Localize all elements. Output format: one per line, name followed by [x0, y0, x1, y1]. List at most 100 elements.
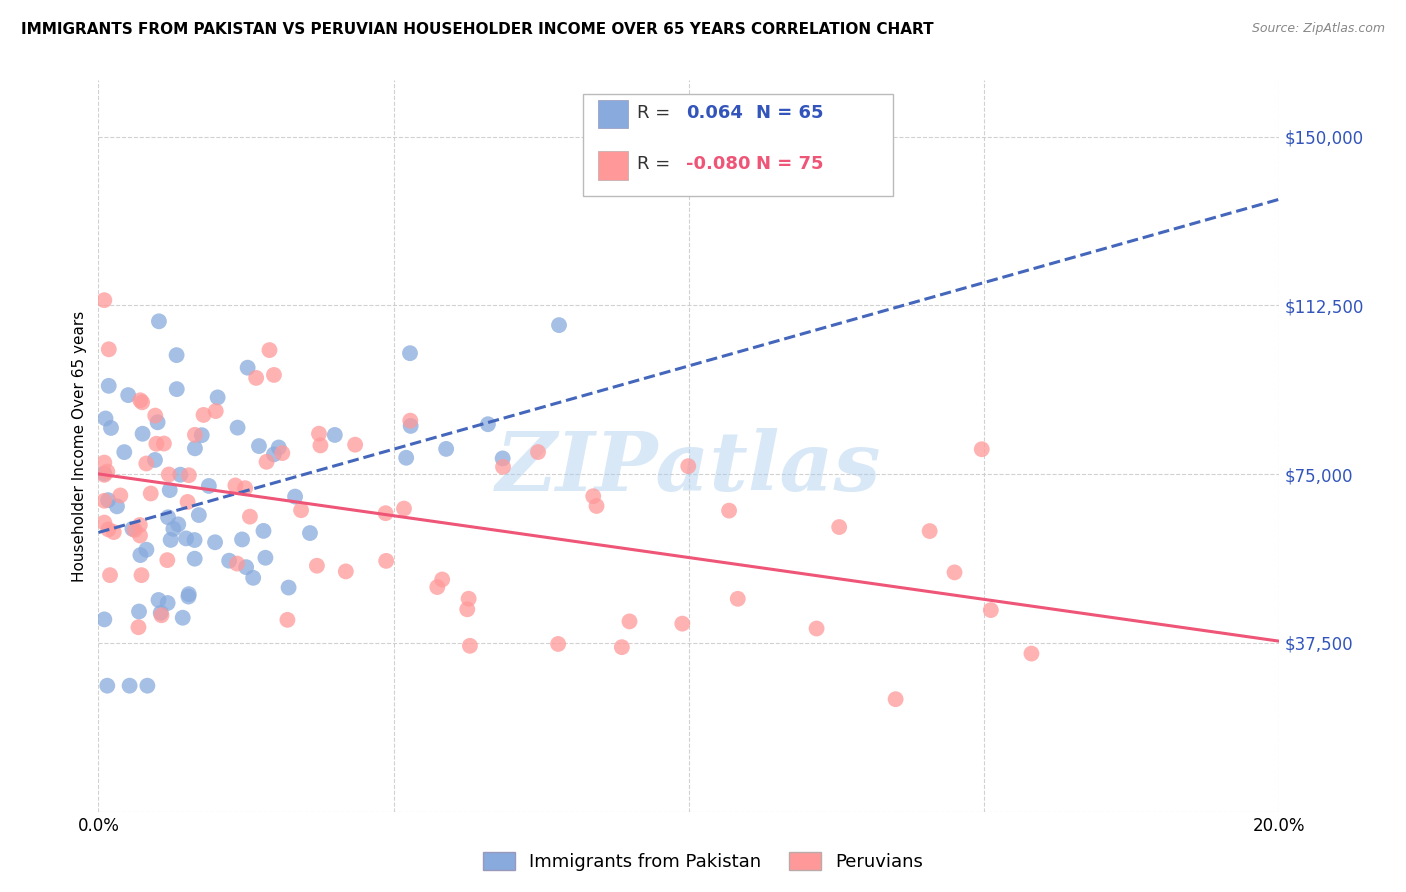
Point — [308, 426, 330, 441]
Point — [1021, 647, 1043, 661]
Point — [242, 571, 264, 585]
Point — [166, 348, 188, 362]
Point — [121, 522, 143, 536]
Point — [118, 679, 141, 693]
Point — [128, 605, 150, 619]
Point — [828, 520, 851, 534]
Text: Source: ZipAtlas.com: Source: ZipAtlas.com — [1251, 22, 1385, 36]
Point — [218, 554, 240, 568]
Point — [93, 293, 115, 308]
Point — [159, 483, 181, 497]
Point — [309, 438, 332, 452]
Point — [233, 481, 256, 495]
Point — [177, 590, 200, 604]
Point — [263, 368, 285, 382]
Point — [224, 478, 246, 492]
Point — [254, 550, 277, 565]
Point — [392, 501, 415, 516]
Point — [172, 611, 194, 625]
Point — [97, 379, 120, 393]
Point — [457, 591, 479, 606]
Point — [187, 508, 209, 522]
Point — [239, 509, 262, 524]
Point — [547, 637, 569, 651]
Point — [184, 427, 207, 442]
Point — [93, 612, 115, 626]
Point — [432, 573, 454, 587]
Point — [426, 580, 449, 594]
Point — [156, 596, 179, 610]
Point — [276, 613, 298, 627]
Point — [124, 523, 146, 537]
Point — [129, 528, 152, 542]
Point — [548, 318, 571, 332]
Point — [166, 382, 188, 396]
Point — [245, 371, 267, 385]
Point — [148, 314, 170, 328]
Point — [256, 455, 278, 469]
Text: N = 65: N = 65 — [756, 104, 824, 122]
Point — [718, 503, 741, 517]
Point — [112, 445, 135, 459]
Point — [174, 532, 197, 546]
Point — [335, 565, 357, 579]
Point — [375, 554, 398, 568]
Point — [298, 526, 321, 541]
Point — [678, 459, 700, 474]
Point — [585, 499, 607, 513]
Text: 0.064: 0.064 — [686, 104, 742, 122]
Point — [399, 414, 422, 428]
Point — [96, 679, 118, 693]
Point — [149, 606, 172, 620]
Point — [110, 488, 132, 502]
Point — [458, 639, 481, 653]
Legend: Immigrants from Pakistan, Peruvians: Immigrants from Pakistan, Peruvians — [475, 845, 931, 879]
Text: R =: R = — [637, 104, 676, 122]
Point — [184, 442, 207, 456]
Point — [252, 524, 274, 538]
Text: N = 75: N = 75 — [756, 155, 824, 173]
Point — [399, 346, 422, 360]
Point — [305, 558, 328, 573]
Point — [492, 459, 515, 474]
Point — [492, 451, 515, 466]
Point — [129, 393, 152, 408]
Point — [231, 533, 253, 547]
Point — [176, 495, 198, 509]
Point — [139, 486, 162, 500]
Point — [169, 467, 191, 482]
Point — [374, 506, 396, 520]
Point — [263, 447, 285, 461]
Point — [105, 500, 128, 514]
Point — [271, 446, 294, 460]
Point — [162, 522, 184, 536]
Point — [399, 418, 422, 433]
Point — [136, 679, 159, 693]
Point — [183, 551, 205, 566]
Point — [259, 343, 281, 357]
Point — [150, 608, 173, 623]
Text: R =: R = — [637, 155, 676, 173]
Point — [131, 568, 153, 582]
Point — [93, 456, 115, 470]
Point — [226, 420, 249, 434]
Point — [434, 442, 457, 456]
Point — [582, 489, 605, 503]
Point — [323, 428, 346, 442]
Point — [157, 510, 180, 524]
Point — [100, 421, 122, 435]
Point — [148, 593, 170, 607]
Point — [143, 409, 166, 423]
Point — [183, 533, 205, 547]
Point — [284, 490, 307, 504]
Text: -0.080: -0.080 — [686, 155, 751, 173]
Point — [477, 417, 499, 432]
Point — [131, 395, 153, 409]
Point — [103, 525, 125, 540]
Text: ZIPatlas: ZIPatlas — [496, 428, 882, 508]
Point — [207, 391, 229, 405]
Point — [117, 388, 139, 402]
Point — [145, 436, 167, 450]
Point — [619, 615, 641, 629]
Point — [918, 524, 941, 538]
